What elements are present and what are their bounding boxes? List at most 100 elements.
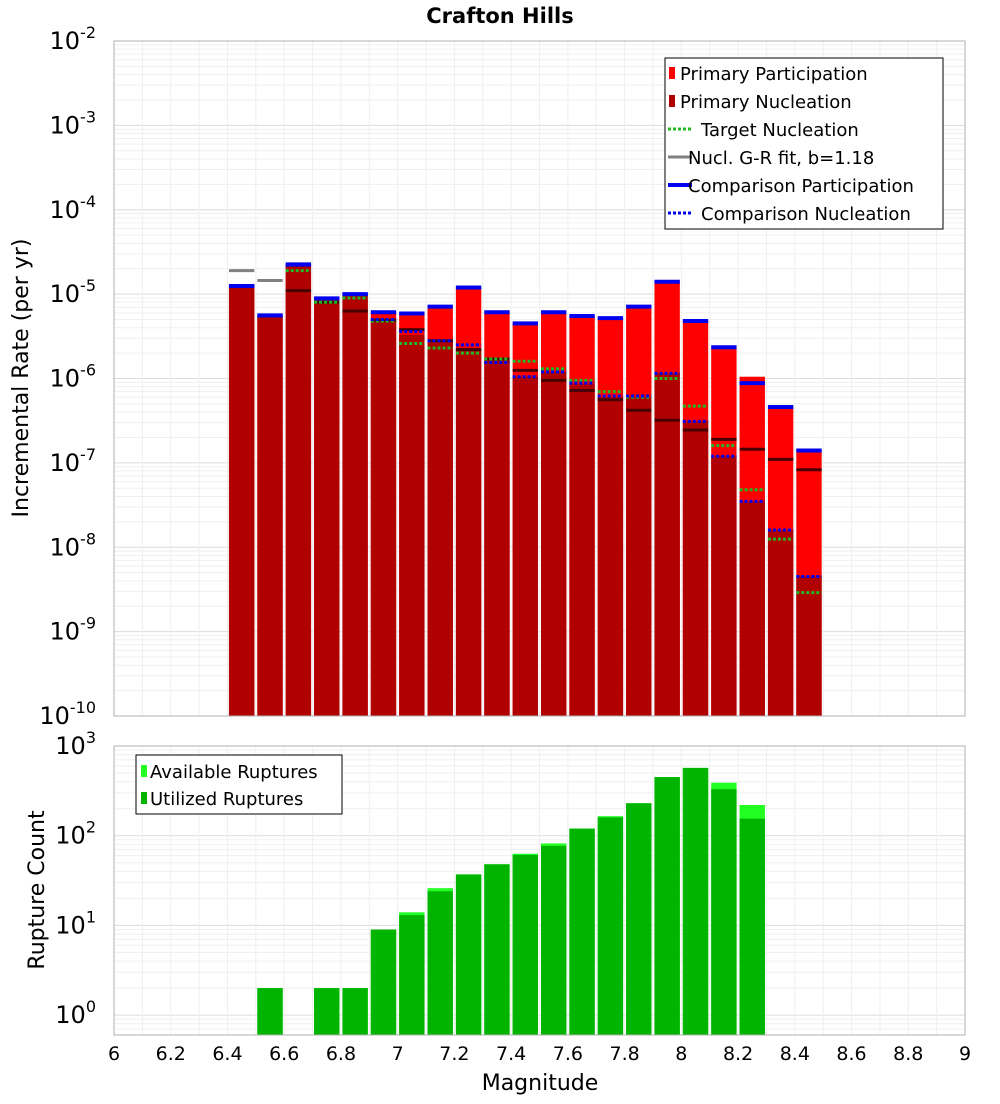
utilized-ruptures-bar <box>257 988 283 1035</box>
comparison-participation-legend-label: Comparison Participation <box>688 176 914 197</box>
bottom-legend: Available Ruptures Utilized Ruptures <box>135 754 343 815</box>
tick-exponent: -4 <box>80 192 96 211</box>
available-ruptures-legend-label: Available Ruptures <box>150 762 318 783</box>
x-tick-label: 7.6 <box>553 1043 583 1065</box>
primary-nucleation-legend-swatch <box>669 95 675 107</box>
tick-base: 10 <box>55 1001 86 1029</box>
tick-base: 10 <box>55 822 86 850</box>
tick-base: 10 <box>55 732 86 760</box>
primary-nucleation-bar <box>597 397 624 716</box>
primary-nucleation-bar <box>711 456 737 716</box>
utilized-ruptures-bar <box>427 891 453 1035</box>
utilized-ruptures-bar <box>711 789 737 1035</box>
nucl-g-r-fit-b-1-18-legend-label: Nucl. G-R fit, b=1.18 <box>688 148 874 169</box>
tick-base: 10 <box>55 911 86 939</box>
tick-base: 10 <box>50 365 81 393</box>
tick-exponent: -10 <box>70 698 96 717</box>
tick-exponent: -9 <box>80 614 96 633</box>
x-tick-label: 6.4 <box>212 1043 242 1065</box>
utilized-ruptures-legend-swatch <box>141 792 147 804</box>
top-y-tick-label: 10-4 <box>50 192 97 224</box>
primary-nucleation-bar <box>427 342 453 716</box>
primary-nucleation-bar <box>654 373 680 716</box>
primary-nucleation-bar <box>342 294 368 716</box>
utilized-ruptures-bar <box>541 845 567 1035</box>
x-tick-label: 6.8 <box>326 1043 356 1065</box>
x-tick-label: 6 <box>108 1043 120 1065</box>
primary-participation-legend-swatch <box>669 67 675 79</box>
tick-base: 10 <box>50 449 81 477</box>
utilized-ruptures-bar <box>314 988 340 1035</box>
tick-exponent: -6 <box>80 361 96 380</box>
tick-base: 10 <box>50 111 81 139</box>
x-tick-label: 7.2 <box>439 1043 469 1065</box>
x-axis-label: Magnitude <box>482 1071 599 1096</box>
primary-nucleation-bar <box>370 319 397 716</box>
x-tick-label: 9 <box>959 1043 971 1065</box>
bottom-legend-box <box>135 754 343 815</box>
utilized-ruptures-bar <box>626 803 652 1035</box>
primary-nucleation-bar <box>484 360 510 716</box>
primary-nucleation-bar <box>455 347 482 716</box>
primary-nucleation-bar <box>228 285 255 716</box>
x-tick-labels: 6 6.2 6.4 6.6 6.8 7 7.2 7.4 7.6 7.8 8 8.2 8.4 8.6 8.8 9 <box>108 1043 971 1065</box>
x-tick-label: 6.6 <box>269 1043 299 1065</box>
primary-nucleation-bar <box>796 576 822 716</box>
comparison-nucleation-legend-label: Comparison Nucleation <box>701 204 911 225</box>
primary-nucleation-legend-label: Primary Nucleation <box>680 92 852 113</box>
primary-nucleation-bar <box>682 421 709 716</box>
primary-participation-legend-label: Primary Participation <box>680 64 868 85</box>
bottom-y-tick-label: 101 <box>55 907 96 939</box>
top-y-tick-label: 10-6 <box>50 361 97 393</box>
tick-exponent: 2 <box>86 818 96 837</box>
top-y-tick-label: 10-10 <box>39 698 96 730</box>
utilized-ruptures-bar <box>682 767 709 1035</box>
top-legend: Primary Participation Primary Nucleation T… <box>664 57 944 230</box>
top-lines <box>228 262 822 595</box>
utilized-ruptures-bar <box>399 915 425 1035</box>
tick-exponent: -5 <box>80 276 96 295</box>
tick-base: 10 <box>50 618 81 646</box>
x-tick-label: 7 <box>392 1043 404 1065</box>
utilized-ruptures-bar <box>654 777 680 1035</box>
bottom-y-axis-label: Rupture Count <box>25 810 50 970</box>
top-grid <box>113 41 966 717</box>
utilized-ruptures-bar <box>597 817 624 1035</box>
chart-title: Crafton Hills <box>426 4 573 28</box>
available-ruptures-legend-swatch <box>141 765 147 777</box>
bottom-y-tick-label: 102 <box>55 818 96 850</box>
utilized-ruptures-bar <box>370 929 397 1035</box>
utilized-ruptures-bar <box>569 828 595 1035</box>
utilized-ruptures-bar <box>739 818 765 1035</box>
top-y-tick-label: 10-5 <box>50 276 97 308</box>
utilized-ruptures-bar <box>512 854 538 1035</box>
utilized-ruptures-bar <box>342 988 368 1035</box>
tick-base: 10 <box>50 533 81 561</box>
primary-nucleation-bar <box>569 384 595 716</box>
primary-nucleation-bar <box>767 530 794 716</box>
primary-nucleation-bar <box>626 397 652 716</box>
x-tick-label: 6.2 <box>156 1043 186 1065</box>
x-tick-label: 8.4 <box>780 1043 810 1065</box>
tick-exponent: 1 <box>86 907 96 926</box>
tick-base: 10 <box>39 702 70 730</box>
top-y-tick-label: 10-3 <box>50 107 97 139</box>
top-y-tick-label: 10-9 <box>50 614 97 646</box>
top-y-axis-label: Incremental Rate (per yr) <box>9 239 34 518</box>
utilized-ruptures-legend-label: Utilized Ruptures <box>150 789 303 810</box>
primary-nucleation-bar <box>285 265 312 716</box>
tick-exponent: 3 <box>86 728 96 747</box>
target-nucleation-legend-label: Target Nucleation <box>700 120 859 141</box>
tick-base: 10 <box>50 280 81 308</box>
utilized-ruptures-bar <box>484 864 510 1035</box>
x-tick-label: 7.4 <box>496 1043 526 1065</box>
tick-base: 10 <box>50 27 81 55</box>
tick-exponent: -2 <box>80 23 96 42</box>
bottom-y-tick-label: 103 <box>55 728 96 760</box>
primary-nucleation-bar <box>541 371 567 716</box>
primary-nucleation-bar <box>399 334 425 716</box>
top-y-tick-label: 10-2 <box>50 23 97 55</box>
tick-exponent: -3 <box>80 107 96 126</box>
